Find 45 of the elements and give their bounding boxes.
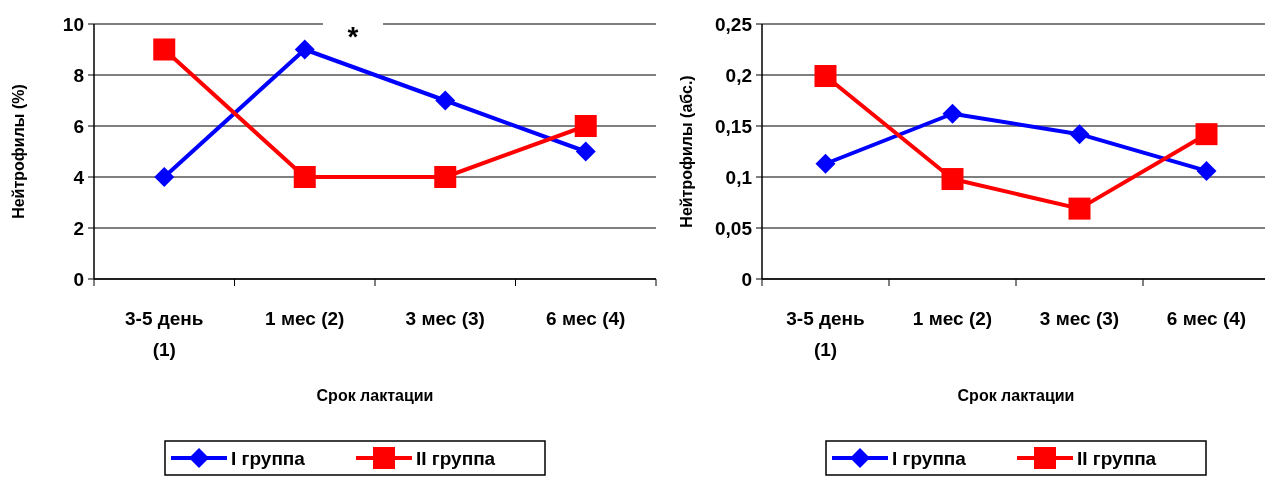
- x-tick-label: 3 мес (3): [1039, 308, 1120, 329]
- y-tick-label: 6: [73, 115, 84, 137]
- x-tick-label: 3 мес (3): [405, 308, 485, 329]
- point: [293, 166, 316, 188]
- x-tick-label: 1 мес (2): [912, 308, 993, 329]
- x-tick-label: 1 мес (2): [265, 308, 345, 329]
- y-tick-label: 0,2: [725, 64, 752, 86]
- point: [153, 38, 176, 61]
- point: [574, 115, 597, 137]
- point: [294, 39, 315, 60]
- legend-label: II группа: [1077, 447, 1157, 469]
- y-axis-title: Нейтрофилы (абс.): [678, 75, 695, 228]
- x-axis-title: Срок лактации: [957, 387, 1075, 404]
- y-axis-title: Нейтрофилы (%): [10, 84, 27, 219]
- y-tick-label: 0: [741, 268, 752, 290]
- x-tick-label: 3-5 день (1): [786, 308, 865, 360]
- y-tick-label: 4: [73, 166, 85, 188]
- point: [575, 141, 596, 162]
- y-tick-label: 8: [73, 64, 84, 86]
- legend-label: I группа: [231, 447, 306, 469]
- y-tick-label: 10: [62, 13, 84, 35]
- y-tick-label: 0,05: [715, 217, 753, 239]
- point: [435, 90, 456, 111]
- point: [154, 167, 175, 187]
- x-tick-label: 6 мес (4): [1166, 308, 1247, 329]
- annotation: *: [347, 21, 359, 52]
- point: [941, 168, 964, 191]
- point: [815, 153, 836, 174]
- y-tick-label: 0: [73, 268, 84, 290]
- point: [1069, 124, 1090, 145]
- point: [1196, 160, 1217, 181]
- y-tick-label: 0,1: [725, 166, 753, 188]
- point: [1068, 197, 1091, 220]
- point: [1195, 123, 1218, 146]
- point: [814, 65, 837, 88]
- legend-label: II группа: [416, 447, 496, 469]
- x-tick-label: 3-5 день (1): [124, 308, 204, 360]
- y-tick-label: 0,15: [715, 115, 753, 137]
- y-tick-label: 0,25: [715, 13, 753, 35]
- point: [434, 166, 457, 188]
- legend-label: I группа: [892, 447, 967, 469]
- x-axis-title: Срок лактации: [316, 387, 434, 404]
- point: [942, 103, 963, 124]
- x-tick-label: 6 мес (4): [546, 308, 626, 329]
- y-tick-label: 2: [73, 217, 84, 239]
